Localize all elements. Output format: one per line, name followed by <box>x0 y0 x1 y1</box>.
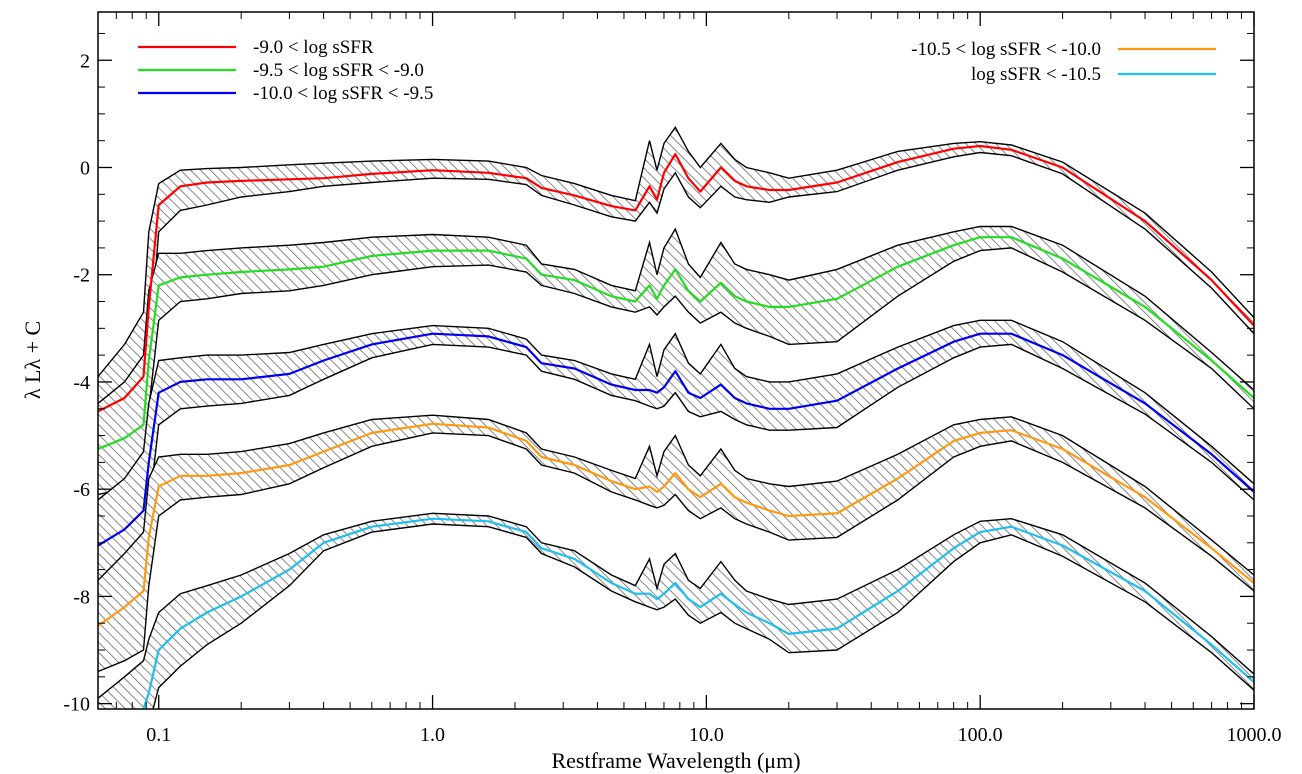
x-tick-label: 10.0 <box>689 724 724 746</box>
band-upper-edge-1 <box>98 125 1254 378</box>
x-axis-label: Restframe Wavelength (μm) <box>551 748 800 773</box>
confidence-bands <box>98 125 1254 709</box>
band-upper-edge-4 <box>98 414 1254 581</box>
sed-series-lines <box>98 144 1254 709</box>
x-tick-label: 1.0 <box>420 724 445 746</box>
legend: -9.0 < log sSFR-9.5 < log sSFR < -9.0-10… <box>138 37 1216 104</box>
legend-label: -10.5 < log sSFR < -10.0 <box>911 39 1101 60</box>
plot-frame <box>97 11 1255 710</box>
y-tick-label: -8 <box>73 586 90 608</box>
band-5 <box>98 513 1254 709</box>
x-tick-label: 0.1 <box>146 724 171 746</box>
band-upper-edge-5 <box>98 512 1254 699</box>
legend-label: -10.0 < log sSFR < -9.5 <box>253 83 433 104</box>
band-lower-edge-2 <box>98 247 1254 496</box>
series-line-1 <box>98 144 1254 413</box>
legend-label: -9.5 < log sSFR < -9.0 <box>253 60 424 81</box>
y-tick-label: 2 <box>80 50 90 72</box>
series-line-5 <box>141 517 1254 709</box>
y-tick-label: 0 <box>80 157 90 179</box>
y-axis-label: λ Lλ + C <box>20 321 45 399</box>
band-lower-edge-3 <box>98 343 1254 592</box>
axis-ticks <box>98 12 1255 709</box>
y-tick-label: -6 <box>73 479 90 501</box>
y-tick-label: -10 <box>63 694 90 716</box>
band-lower-edge-1 <box>98 151 1254 442</box>
legend-label: log sSFR < -10.5 <box>971 64 1101 85</box>
band-upper-edge-2 <box>98 225 1254 404</box>
band-lower-edge-5 <box>152 523 1254 709</box>
x-tick-label: 1000.0 <box>1227 724 1282 746</box>
band-2 <box>98 226 1254 495</box>
legend-label: -9.0 < log sSFR <box>253 37 374 58</box>
band-4 <box>98 415 1254 672</box>
x-tick-label: 100.0 <box>958 724 1003 746</box>
band-upper-edge-3 <box>98 319 1254 501</box>
y-tick-label: -2 <box>73 265 90 287</box>
series-line-3 <box>98 332 1254 547</box>
series-line-2 <box>98 236 1254 451</box>
y-tick-label: -4 <box>73 372 90 394</box>
axis-tick-labels: 0.1 1.0 10.0 100.0 1000.0 2 0 -2 -4 -6 -8 -10 <box>63 50 1281 746</box>
series-line-4 <box>98 422 1254 627</box>
band-lower-edge-4 <box>98 432 1254 673</box>
